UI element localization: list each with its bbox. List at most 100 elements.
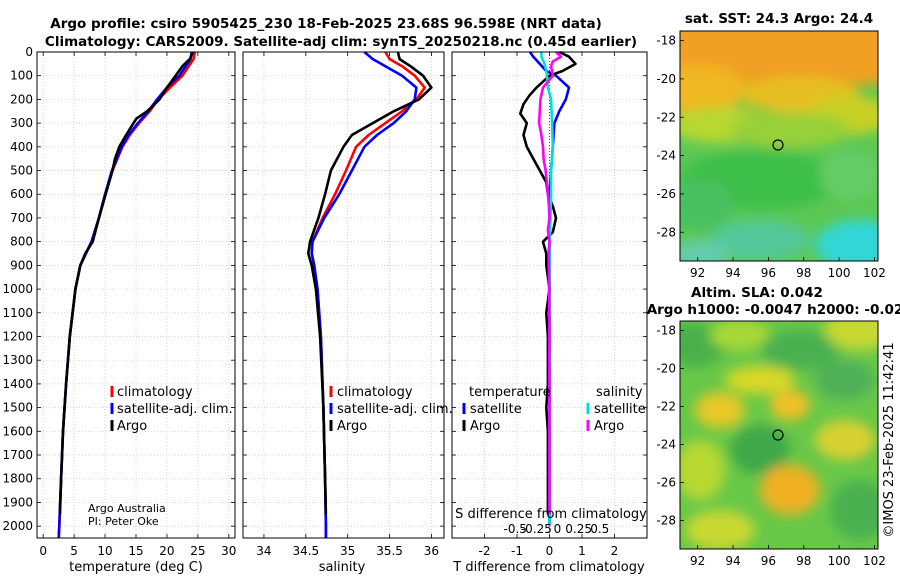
legend-s-satellite-label: satellite [594,402,646,417]
s-tick-label: 0 [554,522,562,536]
map-x-tick-label: 102 [863,554,886,568]
difference-series [518,50,577,527]
t-difference-xlabel: T difference from climatology [452,560,645,575]
depth-tick-label: 1800 [2,472,33,486]
depth-tick-label: 1500 [2,401,33,415]
depth-tick-label: 200 [10,92,33,106]
map-y-tick-label: -22 [656,110,676,124]
legend-argo-label: Argo [117,419,147,434]
map-x-tick-label: 92 [690,266,705,280]
s-difference-xlabel: S difference from climatology [455,507,647,522]
map-y-tick-label: -24 [656,149,676,163]
legend-climatology-label: climatology [337,385,413,400]
salinity-series [306,51,433,538]
credit-line1: Argo Australia [88,502,166,515]
map-y-tick-label: -26 [656,476,676,490]
map-x-tick-label: 102 [863,266,886,280]
legend-salinity-header: salinity [596,385,643,400]
sla-argo-marker [772,429,784,441]
salinity-ticks: 34 34.5 35 35.5 36 [243,51,444,558]
map-y-tick-label: -20 [656,362,676,376]
temperature-grid [37,51,235,538]
sla-map-subtitle: Argo h1000: -0.0047 h2000: -0.02 [647,302,900,318]
credit-line2: PI: Peter Oke [88,515,159,528]
difference-ticks: -2 -1 0 1 2 [452,51,647,558]
legend-temperature-header: temperature [469,385,551,400]
temperature-ticks: 0 5 10 15 20 25 30 [37,51,236,558]
map-y-tick-label: -22 [656,400,676,414]
series-line-argo [58,51,195,515]
x-tick-label: 10 [97,544,112,558]
temperature-legend: climatology satellite-adj. clim. Argo [110,385,233,434]
temperature-xlabel: temperature (deg C) [69,560,203,575]
salinity-xlabel: salinity [319,560,366,575]
s-tick-label: 0.5 [590,522,609,536]
x-tick-label: -1 [511,544,523,558]
depth-tick-label: 1200 [2,329,33,343]
x-tick-label: 36 [424,544,439,558]
depth-tick-label: 800 [10,235,33,249]
x-tick-label: 1 [578,544,586,558]
depth-tick-label: 0 [25,45,33,59]
sst-map-title: sat. SST: 24.3 Argo: 24.4 [685,11,873,27]
x-tick-label: 30 [221,544,236,558]
depth-tick-label: 100 [10,69,33,83]
s-tick-label: 0.25 [565,522,592,536]
s-difference-ticks: -0.5-0.25 0 0.250.5 [504,522,610,536]
sst-map-panel: sat. SST: 24.3 Argo: 24.4 [656,11,886,280]
depth-tick-label: 900 [10,258,33,272]
depth-tick-label: 300 [10,116,33,130]
map-y-tick-label: -26 [656,187,676,201]
difference-legend: temperature salinity satellite Argo sate… [462,385,646,434]
depth-tick-label: 400 [10,140,33,154]
map-x-tick-label: 92 [690,554,705,568]
title-line2: Climatology: CARS2009. Satellite-adj cli… [45,34,637,50]
sla-map-ticks: 92 94 96 98 100 102 -18 -20 -22 -24 -26 -28 [656,324,886,569]
series-line-temperature-argo [518,50,577,515]
sla-map-title: Altim. SLA: 0.042 [691,285,823,301]
s-tick-label: -0.5 [504,522,527,536]
salinity-panel: 34 34.5 35 35.5 36 salinity climatology sate… [242,51,453,575]
salinity-legend: climatology satellite-adj. clim. Argo [329,385,453,434]
depth-tick-labels: 0 100 200 300 400 500 600 700 800 900 1000 1100 1200… [2,45,33,533]
map-y-tick-label: -28 [656,225,676,239]
map-x-tick-label: 98 [796,266,811,280]
series-line-salinity-argo [537,51,563,515]
depth-tick-label: 1000 [2,282,33,296]
sst-heatmap [680,31,878,261]
legend-t-satellite-label: satellite [470,402,522,417]
depth-tick-label: 700 [10,211,33,225]
depth-tick-label: 1900 [2,495,33,509]
difference-panel: -2 -1 0 1 2 T difference from climatology S … [451,50,648,575]
s-tick-label: -0.25 [521,522,552,536]
legend-t-argo-label: Argo [470,419,500,434]
map-x-tick-label: 98 [796,554,811,568]
map-x-tick-label: 96 [761,266,776,280]
sla-heatmap [680,321,878,549]
title-line1: Argo profile: csiro 5905425_230 18-Feb-2… [50,16,601,32]
x-tick-label: 34 [256,544,271,558]
depth-tick-label: 1300 [2,353,33,367]
sst-argo-marker [772,139,784,151]
x-tick-label: 20 [159,544,174,558]
sst-map-ticks: 92 94 96 98 100 102 -18 -20 -22 -24 -26 -28 [656,34,886,280]
depth-tick-label: 600 [10,187,33,201]
map-x-tick-label: 100 [828,266,851,280]
x-tick-label: 15 [128,544,143,558]
sla-map-panel: Altim. SLA: 0.042 Argo h1000: -0.0047 h2… [647,285,900,568]
legend-argo-label: Argo [337,419,367,434]
map-y-tick-label: -28 [656,514,676,528]
legend-s-argo-label: Argo [594,419,624,434]
x-tick-label: 2 [611,544,619,558]
depth-tick-label: 1100 [2,306,33,320]
map-y-tick-label: -20 [656,72,676,86]
map-x-tick-label: 96 [761,554,776,568]
x-tick-label: 35 [340,544,355,558]
x-tick-label: 25 [190,544,205,558]
x-tick-label: 0 [39,544,47,558]
map-x-tick-label: 94 [725,554,740,568]
temperature-series [57,51,197,539]
x-tick-label: 34.5 [292,544,319,558]
legend-satellite-adj-label: satellite-adj. clim. [337,402,453,417]
